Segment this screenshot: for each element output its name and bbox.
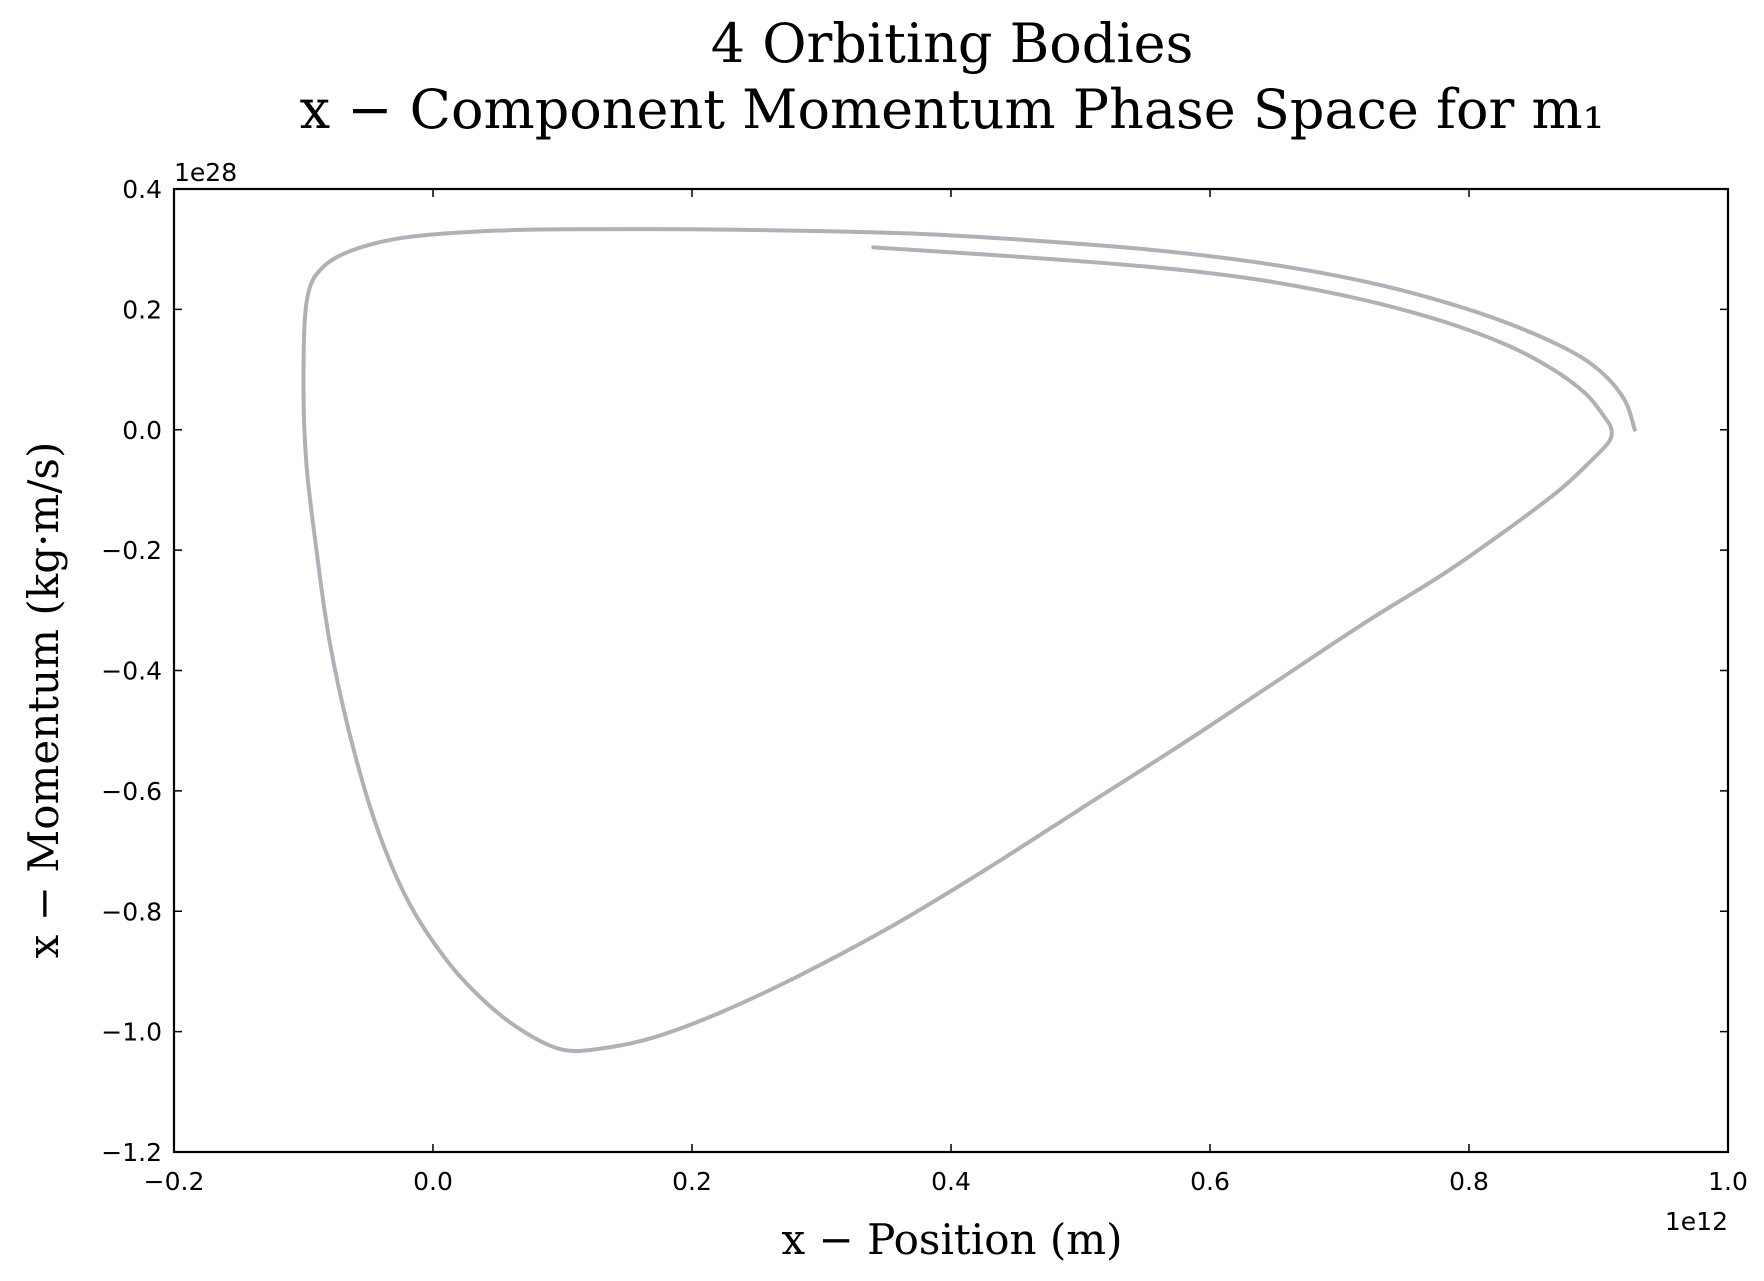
y-tick-label: 0.4 xyxy=(122,175,162,204)
series-layer xyxy=(301,227,1637,1054)
x-tick-label: 0.6 xyxy=(1190,1167,1230,1196)
chart-title: 4 Orbiting Bodies xyxy=(711,12,1194,75)
x-tick-label: 0.8 xyxy=(1449,1167,1489,1196)
plot-frame xyxy=(172,187,1730,1154)
x-tick-label: 0.2 xyxy=(672,1167,712,1196)
y-tick-label: −1.0 xyxy=(101,1018,162,1047)
x-tick-label: 0.0 xyxy=(413,1167,453,1196)
y-tick-label: −0.2 xyxy=(101,536,162,565)
y-tick-label: 0.0 xyxy=(122,416,162,445)
y-axis-ticks: 0.4 0.2 0.0 −0.2 −0.4 −0.6 −0.8 −1.0 −1.2 xyxy=(101,175,1728,1167)
x-axis-offset-label: 1e12 xyxy=(1665,1207,1728,1236)
x-axis-ticks: −0.2 0.0 0.2 0.4 0.6 0.8 1.0 xyxy=(144,189,1748,1196)
series-line xyxy=(301,227,1637,1054)
y-axis-title: x − Momentum (kg·m/s) xyxy=(19,442,68,959)
x-tick-label: 0.4 xyxy=(931,1167,971,1196)
y-tick-label: −1.2 xyxy=(101,1138,162,1167)
x-tick-label: −0.2 xyxy=(144,1167,205,1196)
y-tick-label: 0.2 xyxy=(122,295,162,324)
y-tick-label: −0.8 xyxy=(101,897,162,926)
y-tick-label: −0.4 xyxy=(101,657,162,686)
y-axis-offset-label: 1e28 xyxy=(174,158,237,187)
x-axis-title: x − Position (m) xyxy=(781,1215,1122,1264)
chart-subtitle: x − Component Momentum Phase Space for m… xyxy=(300,78,1605,141)
x-tick-label: 1.0 xyxy=(1708,1167,1748,1196)
y-tick-label: −0.6 xyxy=(101,777,162,806)
plot-area: −0.2 0.0 0.2 0.4 0.6 0.8 1.0 0.4 0.2 0.0 −0.2 −0.4… xyxy=(101,175,1748,1196)
